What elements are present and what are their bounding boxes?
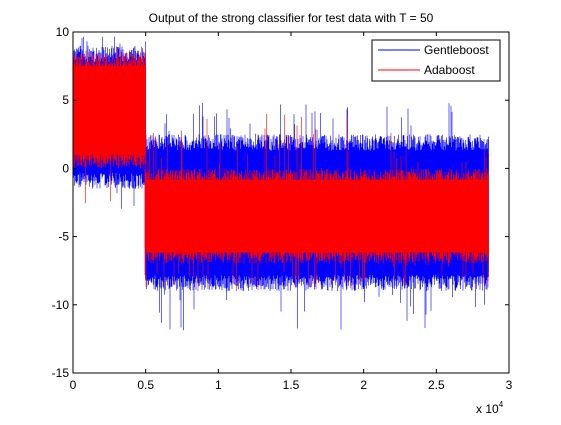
series-adaboost-line bbox=[73, 46, 489, 292]
legend-label-gentleboost: Gentleboost bbox=[424, 43, 489, 57]
x-tick-label: 1.5 bbox=[283, 378, 300, 392]
x-tick-label: 3 bbox=[506, 378, 513, 392]
x-tick-label: 2 bbox=[360, 378, 367, 392]
x-tick-label: 1 bbox=[215, 378, 222, 392]
y-tick-label: -15 bbox=[52, 366, 70, 380]
y-tick-label: 0 bbox=[62, 161, 69, 175]
chart-title: Output of the strong classifier for test… bbox=[149, 11, 434, 25]
legend: Gentleboost Adaboost bbox=[371, 39, 501, 82]
legend-label-adaboost: Adaboost bbox=[424, 63, 475, 77]
x-tick-label: 0 bbox=[70, 378, 77, 392]
legend-box bbox=[371, 39, 501, 82]
x-exponent-power: 4 bbox=[499, 400, 504, 409]
ticks-layer: 0 0.5 1 1.5 2 2.5 3 -15 -10 -5 0 5 10 bbox=[52, 25, 513, 392]
y-tick-label: 10 bbox=[56, 25, 70, 39]
data-layer bbox=[73, 36, 489, 331]
x-tick-label: 0.5 bbox=[137, 378, 154, 392]
x-exponent-label: x 104 bbox=[476, 400, 504, 416]
y-tick-label: -10 bbox=[52, 298, 70, 312]
x-exponent-base: x 10 bbox=[476, 402, 499, 416]
x-tick-label: 2.5 bbox=[428, 378, 445, 392]
y-tick-label: -5 bbox=[58, 230, 69, 244]
y-tick-label: 5 bbox=[62, 93, 69, 107]
